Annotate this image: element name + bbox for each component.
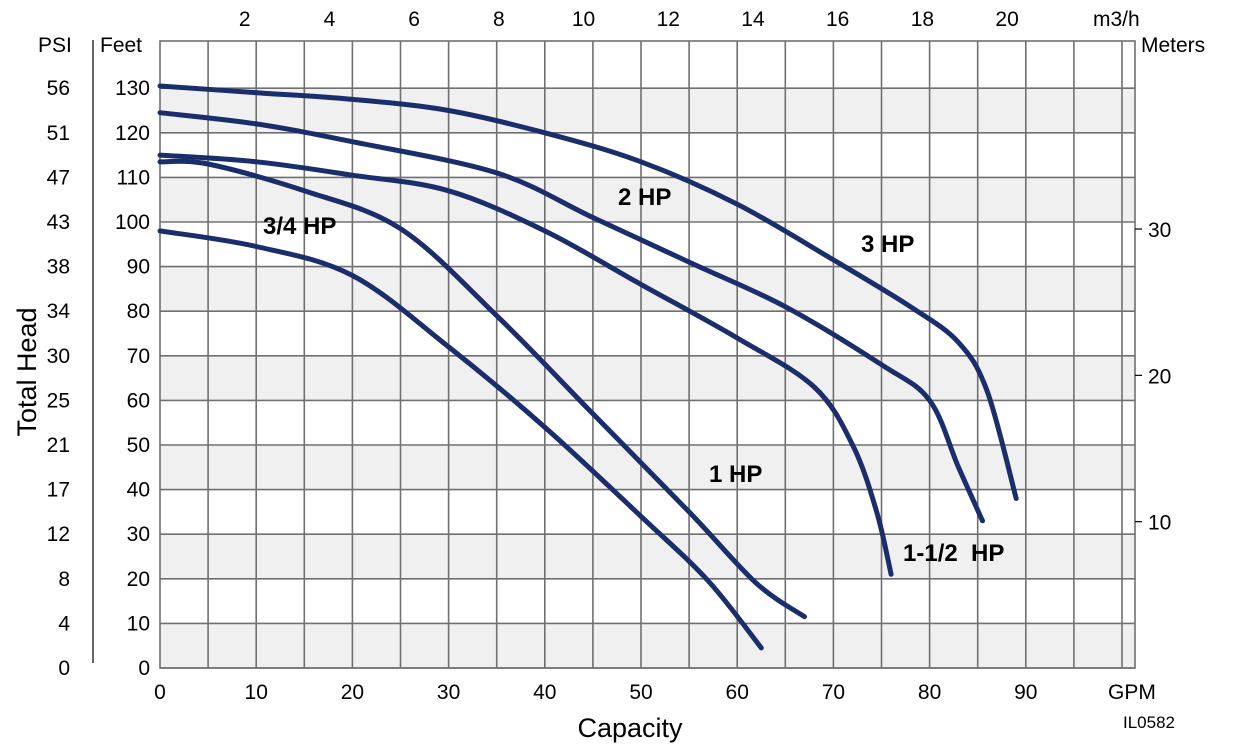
- m3h-unit-label: m3/h: [1093, 8, 1140, 31]
- feet-tick-label: 90: [127, 256, 150, 279]
- band-row: [160, 311, 1135, 356]
- feet-tick-label: 110: [117, 166, 150, 189]
- band-row: [160, 534, 1135, 579]
- feet-tick-label: 60: [127, 389, 150, 412]
- psi-tick-label: 21: [47, 434, 70, 457]
- psi-tick-label: 0: [58, 657, 70, 680]
- feet-tick-label: 100: [115, 211, 150, 234]
- feet-tick-label: 20: [127, 568, 150, 591]
- m3h-tick-label: 12: [657, 8, 680, 31]
- curve-3-4-hp: [157, 228, 764, 651]
- y-axis-title: Total Head: [12, 307, 42, 436]
- band-row: [160, 177, 1135, 222]
- curve-1-hp: [157, 158, 807, 620]
- feet-tick-label: 0: [138, 657, 150, 680]
- feet-unit-label: Feet: [100, 34, 142, 57]
- feet-tick-label: 50: [127, 434, 150, 457]
- m3h-tick-label: 14: [741, 8, 765, 31]
- psi-tick-label: 47: [47, 166, 70, 189]
- tick-labels: 0 10 20 30 40 50 60 70 80 90010203040506070809010…: [47, 8, 1172, 704]
- psi-tick-label: 34: [47, 300, 71, 323]
- psi-tick-label: 12: [47, 523, 70, 546]
- x-tick-label: 30: [437, 681, 460, 704]
- meters-unit-label: Meters: [1141, 34, 1205, 57]
- feet-tick-label: 130: [115, 77, 150, 100]
- band-row: [160, 41, 1135, 89]
- figure-code: IL0582: [1123, 713, 1175, 732]
- x-tick-label: 60: [726, 681, 749, 704]
- psi-unit-label: PSI: [38, 34, 72, 57]
- plot-frame: [92, 40, 1142, 669]
- x-tick-label: 50: [629, 681, 652, 704]
- feet-tick-label: 80: [127, 300, 150, 323]
- label-3-hp: 3 HP: [861, 231, 914, 258]
- m3h-tick-label: 18: [911, 8, 934, 31]
- psi-tick-label: 56: [47, 77, 70, 100]
- curve-labels: 3/4 HP 1 HP 1-1/2 HP 2 HP 3 HP: [263, 184, 1004, 567]
- gpm-unit-label: GPM: [1108, 681, 1156, 704]
- grid-lines: [160, 41, 1135, 669]
- psi-tick-label: 43: [47, 211, 70, 234]
- x-tick-label: 40: [533, 681, 556, 704]
- band-row: [160, 489, 1135, 535]
- meters-tick-label: 30: [1148, 219, 1171, 242]
- label-1-1-2-hp: 1-1/2 HP: [903, 540, 1004, 567]
- band-row: [160, 623, 1135, 668]
- m3h-tick-label: 10: [572, 8, 595, 31]
- meters-tick-label: 10: [1148, 512, 1171, 535]
- band-row: [160, 578, 1135, 624]
- psi-tick-label: 38: [47, 256, 70, 279]
- x-axis-title: Capacity: [577, 713, 683, 743]
- m3h-tick-label: 4: [324, 8, 336, 31]
- x-tick-label: 10: [245, 681, 268, 704]
- feet-tick-label: 70: [127, 345, 150, 368]
- feet-tick-label: 120: [115, 122, 150, 145]
- meters-tick-label: 20: [1148, 365, 1171, 388]
- m3h-tick-label: 6: [408, 8, 420, 31]
- x-tick-label: 20: [341, 681, 364, 704]
- label-1-hp: 1 HP: [709, 461, 762, 488]
- feet-tick-label: 10: [127, 612, 150, 635]
- psi-tick-label: 4: [58, 612, 70, 635]
- m3h-tick-label: 20: [995, 8, 1018, 31]
- m3h-tick-label: 8: [493, 8, 505, 31]
- psi-tick-label: 30: [47, 345, 70, 368]
- performance-curves: [157, 83, 1019, 651]
- label-3-4-hp: 3/4 HP: [263, 213, 336, 240]
- psi-tick-label: 8: [58, 568, 70, 591]
- x-tick-label: 0: [154, 681, 166, 704]
- m3h-tick-label: 16: [826, 8, 849, 31]
- feet-tick-label: 30: [127, 523, 150, 546]
- psi-tick-label: 51: [47, 122, 70, 145]
- curve-2-hp: [157, 110, 985, 524]
- plot-border: [159, 40, 1136, 669]
- psi-tick-label: 17: [47, 479, 70, 502]
- x-tick-label: 70: [822, 681, 845, 704]
- x-tick-label: 90: [1014, 681, 1037, 704]
- label-2-hp: 2 HP: [618, 184, 671, 211]
- curve-3-hp: [157, 83, 1019, 501]
- band-row: [160, 400, 1135, 445]
- x-tick-label: 80: [918, 681, 941, 704]
- psi-tick-label: 25: [47, 389, 70, 412]
- m3h-tick-label: 2: [239, 8, 251, 31]
- curve-1-1-2-hp: [157, 152, 894, 577]
- feet-tick-label: 40: [127, 479, 150, 502]
